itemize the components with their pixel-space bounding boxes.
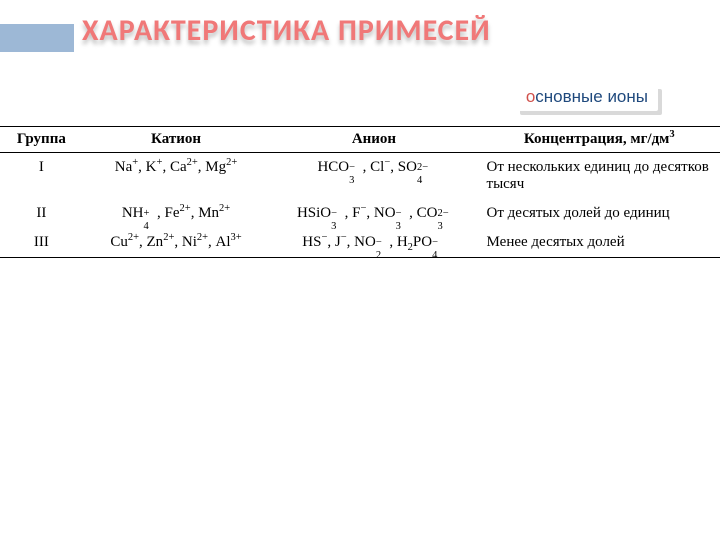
- cell-concentration: От нескольких единиц до десятков тысяч: [479, 153, 720, 200]
- table-row: IINH+4, Fe2+, Mn2+HSiO−3, F−, NO−3, CO2−…: [0, 199, 720, 228]
- table-row: IIICu2+, Zn2+, Ni2+, Al3+HS−, J−, NO−2, …: [0, 228, 720, 258]
- cell-concentration: Менее десятых долей: [479, 228, 720, 258]
- cell-group: I: [0, 153, 83, 200]
- badge-rest: сновные ионы: [535, 87, 648, 106]
- subtitle-badge: основные ионы: [516, 85, 658, 111]
- cell-anions: HCO−3, Cl−, SO2−4: [269, 153, 478, 200]
- table-header-row: Группа Катион Анион Концентрация, мг/дм3: [0, 127, 720, 153]
- cell-cations: NH+4, Fe2+, Mn2+: [83, 199, 270, 228]
- header-accent-bar: [0, 24, 74, 52]
- table-row: INa+, K+, Ca2+, Mg2+HCO−3, Cl−, SO2−4От …: [0, 153, 720, 200]
- cell-cations: Na+, K+, Ca2+, Mg2+: [83, 153, 270, 200]
- cell-cations: Cu2+, Zn2+, Ni2+, Al3+: [83, 228, 270, 258]
- impurity-table: Группа Катион Анион Концентрация, мг/дм3…: [0, 126, 720, 258]
- col-header-conc: Концентрация, мг/дм3: [479, 127, 720, 153]
- badge-first-letter: о: [526, 87, 535, 106]
- col-header-anion: Анион: [269, 127, 478, 153]
- cell-group: III: [0, 228, 83, 258]
- cell-concentration: От десятых долей до единиц: [479, 199, 720, 228]
- col-header-cation: Катион: [83, 127, 270, 153]
- cell-anions: HS−, J−, NO−2, H2PO−4: [269, 228, 478, 258]
- col-header-group: Группа: [0, 127, 83, 153]
- cell-group: II: [0, 199, 83, 228]
- cell-anions: HSiO−3, F−, NO−3, CO2−3: [269, 199, 478, 228]
- slide-title: ХАРАКТЕРИСТИКА ПРИМЕСЕЙ: [82, 12, 491, 49]
